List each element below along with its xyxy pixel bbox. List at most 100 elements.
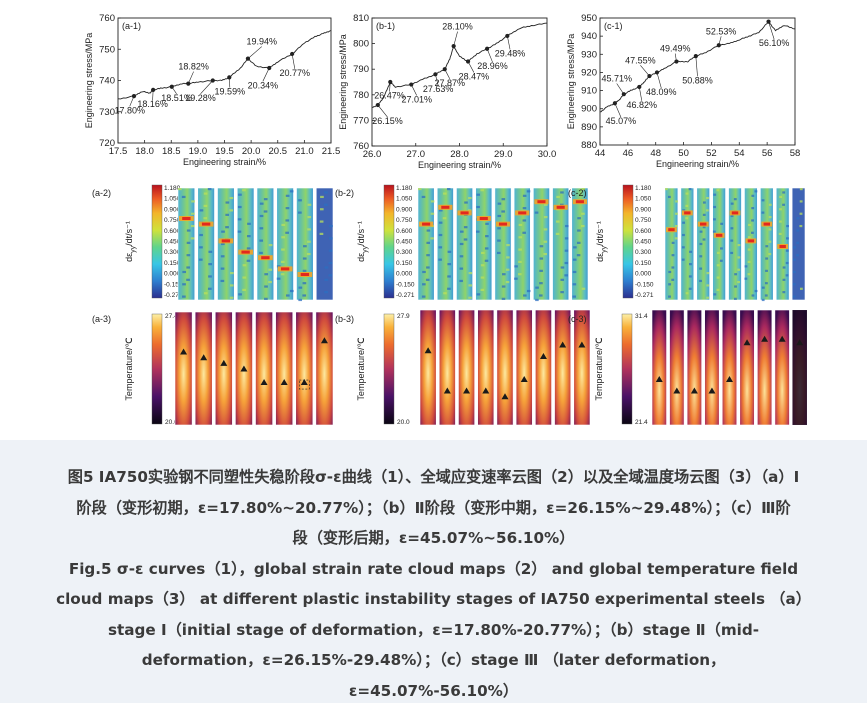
- strip-speckle: [208, 263, 212, 265]
- strip-speckle: [751, 219, 754, 221]
- strip-speckle: [221, 255, 225, 257]
- strip-speckle: [225, 214, 229, 216]
- strip-speckle: [573, 246, 577, 248]
- shear-band-core: [281, 267, 289, 270]
- colorbar: [622, 314, 632, 424]
- strip-field: [296, 312, 313, 425]
- strip-speckle: [230, 297, 234, 299]
- colorbar-label-main: dε: [356, 253, 366, 262]
- strip-speckle: [497, 215, 501, 217]
- y-axis-label: Engineering stress/MPa: [338, 34, 348, 130]
- annotation-leader: [454, 32, 458, 47]
- strain-rate-strip: [418, 188, 434, 300]
- strip-speckle: [706, 284, 709, 286]
- strip-speckle: [485, 247, 489, 249]
- x-axis-label: Engineering strain/%: [183, 157, 266, 167]
- temperature-strip: [420, 310, 436, 425]
- shear-band-core: [182, 217, 190, 220]
- strip-speckle: [782, 191, 785, 193]
- shear-band-core: [700, 223, 706, 226]
- y-tick-label: 930: [581, 49, 597, 60]
- strip-speckle: [178, 188, 182, 190]
- strip-speckle: [307, 228, 311, 230]
- strip-speckle: [498, 203, 502, 205]
- data-point: [151, 88, 155, 92]
- strip-speckle: [506, 256, 510, 258]
- temperature-strip: [775, 310, 790, 425]
- strip-speckle: [754, 190, 757, 192]
- strip-speckle: [556, 233, 560, 235]
- strip-speckle: [182, 283, 186, 285]
- colorbar: [623, 185, 633, 298]
- strip-speckle: [277, 278, 281, 280]
- strain-rate-strip: [297, 188, 314, 301]
- strip-field: [757, 310, 772, 425]
- x-tick-label: 54: [734, 148, 745, 159]
- strain-rate-strip: [792, 188, 805, 300]
- panel-label: (b-3): [335, 314, 354, 324]
- strip-speckle: [447, 288, 451, 290]
- strip-speckle: [281, 273, 285, 275]
- strip-speckle: [565, 250, 569, 252]
- annotation-leader: [292, 54, 295, 69]
- strip-speckle: [675, 213, 678, 215]
- strip-speckle: [672, 254, 675, 256]
- strip-speckle: [238, 206, 242, 208]
- strip-field: [178, 188, 195, 300]
- strip-speckle: [573, 283, 577, 285]
- strip-field: [420, 310, 436, 425]
- strip-speckle: [422, 196, 426, 198]
- strip-field: [237, 188, 254, 300]
- strip-speckle: [689, 275, 692, 277]
- strip-speckle: [285, 232, 289, 234]
- strip-field: [418, 188, 434, 300]
- x-tick-label: 27.0: [407, 149, 426, 160]
- colorbar-tick: -0.150: [396, 281, 415, 288]
- strain-rate-strip: [456, 188, 472, 300]
- data-point: [717, 43, 721, 47]
- strip-speckle: [476, 231, 480, 233]
- data-point: [443, 67, 447, 71]
- y-tick-label: 950: [581, 13, 597, 24]
- point-label: 46.82%: [627, 100, 658, 110]
- data-point: [655, 70, 659, 74]
- strain-rate-strip: [572, 188, 588, 300]
- caption-en-line-4: deformation，ε=26.15%-29.48%）；（c）stage Ⅲ …: [14, 645, 853, 676]
- strain-rate-strip: [437, 188, 453, 300]
- panel-label: (a-2): [92, 188, 111, 198]
- strip-speckle: [476, 206, 480, 208]
- colorbar-tick: 0.600: [635, 228, 652, 235]
- strip-speckle: [523, 195, 527, 197]
- data-point: [211, 78, 215, 82]
- strip-speckle: [523, 294, 527, 296]
- strip-speckle: [689, 251, 692, 253]
- strip-speckle: [199, 259, 203, 261]
- data-point: [170, 85, 174, 89]
- strip-speckle: [730, 227, 733, 229]
- strip-speckle: [247, 223, 251, 225]
- strip-speckle: [320, 233, 324, 235]
- y-tick-label: 940: [581, 31, 597, 42]
- colorbar-tick: 1.180: [635, 185, 652, 192]
- strip-speckle: [324, 204, 328, 206]
- caption-en-line-1: Fig.5 σ-ε curves（1），global strain rate c…: [14, 554, 853, 585]
- temperature-strip: [439, 310, 455, 425]
- colorbar: [152, 185, 162, 298]
- strip-speckle: [734, 285, 737, 287]
- strip-speckle: [443, 292, 447, 294]
- temperature-strip: [555, 310, 571, 425]
- strip-speckle: [199, 234, 203, 236]
- strip-speckle: [682, 246, 685, 248]
- caption-en-line-2: cloud maps（3） at different plastic insta…: [14, 584, 853, 615]
- shear-band-core: [576, 200, 584, 203]
- strip-speckle: [800, 200, 803, 202]
- colorbar-label: dεyy/dt/s⁻¹: [124, 221, 137, 262]
- x-tick-label: 29.0: [494, 149, 513, 160]
- strip-speckle: [485, 235, 489, 237]
- strip-speckle: [191, 200, 195, 202]
- strip-speckle: [264, 198, 268, 200]
- y-tick-label: 920: [581, 67, 597, 78]
- strip-speckle: [485, 260, 489, 262]
- strain-rate-strip: [476, 188, 492, 300]
